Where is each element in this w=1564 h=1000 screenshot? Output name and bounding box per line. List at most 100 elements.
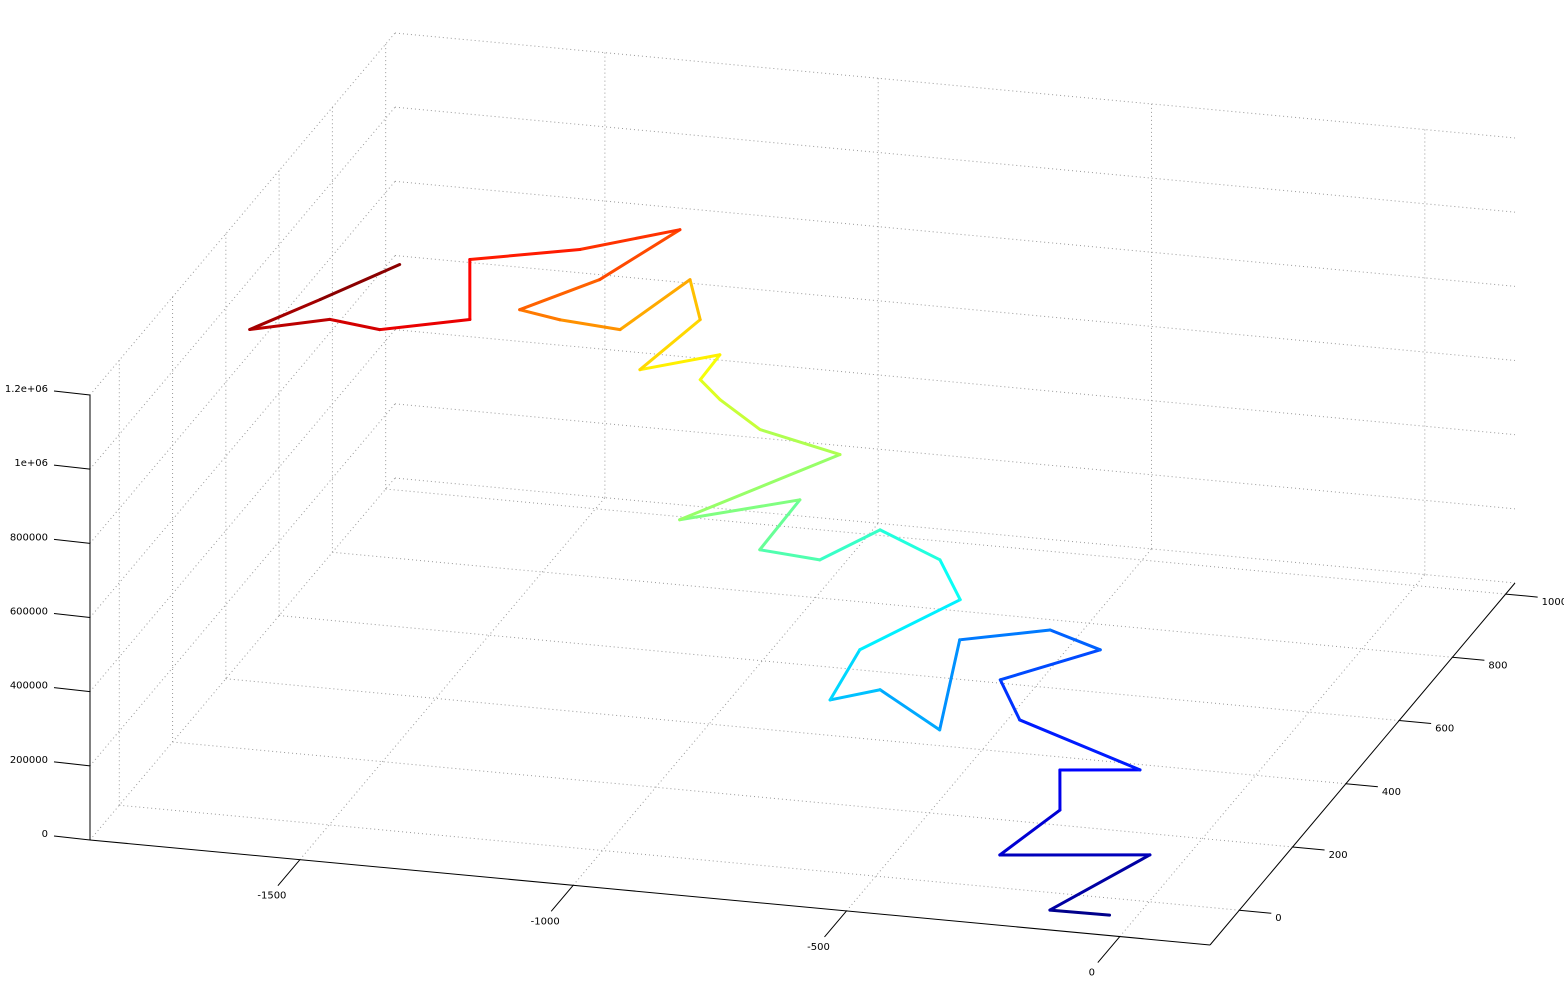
walk-segment xyxy=(638,318,702,372)
walk-segment xyxy=(618,278,692,332)
grid-line xyxy=(279,615,1400,722)
z-tick xyxy=(53,538,91,544)
x-tick xyxy=(277,859,301,887)
walk-segment xyxy=(678,453,842,522)
walk-segment xyxy=(248,317,332,332)
grid-line xyxy=(299,497,606,861)
grid-line xyxy=(89,329,396,692)
grid-line xyxy=(394,106,1516,213)
walk-segment xyxy=(378,317,472,332)
x-tick xyxy=(1097,936,1121,963)
grid-line xyxy=(394,180,1516,287)
walk-segment xyxy=(818,528,882,562)
walk-segment xyxy=(828,688,882,702)
y-axis xyxy=(1209,582,1516,946)
walk-segment xyxy=(1018,718,1142,772)
walk-segment xyxy=(558,318,622,332)
y-tick-label: 200 xyxy=(1329,850,1348,861)
x-tick-label: -1500 xyxy=(257,891,286,902)
walk-segment xyxy=(758,428,842,457)
y-tick-label: 0 xyxy=(1275,913,1281,924)
y-tick xyxy=(1345,783,1378,788)
walk-segment xyxy=(998,808,1062,857)
walk-segment xyxy=(828,648,862,702)
grid-line xyxy=(394,477,1516,584)
z-tick xyxy=(53,390,91,396)
walk-segment xyxy=(998,678,1022,722)
grid-line xyxy=(572,522,879,886)
z-tick-label: 1e+06 xyxy=(14,458,48,469)
walk-segment xyxy=(1048,908,1112,917)
x-tick-label: -500 xyxy=(807,942,830,953)
walk-segment xyxy=(598,228,682,282)
z-tick xyxy=(53,761,91,767)
y-tick-label: 800 xyxy=(1488,660,1507,671)
grid-line xyxy=(394,403,1516,510)
z-tick xyxy=(53,464,91,470)
walk-segment xyxy=(858,598,962,652)
walk-segment xyxy=(638,353,722,372)
walk-segment xyxy=(1048,628,1102,652)
y-tick-label: 400 xyxy=(1382,787,1401,798)
walk-segment xyxy=(688,278,702,322)
walk-segment xyxy=(318,263,402,301)
grid-line xyxy=(225,678,1346,785)
x-tick-label: 0 xyxy=(1089,968,1095,979)
grid-line xyxy=(394,32,1516,139)
y-tick xyxy=(1505,593,1538,598)
grid-line xyxy=(89,477,396,841)
walk-segment xyxy=(1048,853,1152,912)
walk-segment xyxy=(698,378,722,402)
x-tick xyxy=(824,910,847,938)
grid-line xyxy=(89,403,396,767)
grid-line xyxy=(385,488,1506,595)
grid-line xyxy=(1119,574,1426,937)
grid-line xyxy=(394,329,1516,436)
y-tick xyxy=(1292,846,1325,851)
x-tick xyxy=(550,884,574,912)
z-tick-label: 400000 xyxy=(10,681,48,692)
walk-segment xyxy=(328,317,382,332)
walk-segment xyxy=(998,648,1102,682)
z-tick-label: 0 xyxy=(42,829,48,840)
walk-segment xyxy=(698,353,722,382)
walk-segment xyxy=(248,297,322,332)
y-tick xyxy=(1399,720,1432,725)
y-tick-label: 600 xyxy=(1435,724,1454,735)
walk-segment xyxy=(678,498,802,522)
walk-segment xyxy=(958,628,1052,642)
grid-line xyxy=(89,32,396,396)
grid-line xyxy=(172,741,1293,848)
walk-segment xyxy=(758,498,802,552)
grid-line xyxy=(846,548,1152,912)
walk-segment xyxy=(518,278,602,312)
z-tick-label: 600000 xyxy=(10,607,48,618)
z-tick-label: 1.2e+06 xyxy=(5,384,48,395)
x-tick-label: -1000 xyxy=(531,916,560,927)
walk-segment xyxy=(578,228,682,252)
walk-segment xyxy=(518,308,562,322)
walk-segment xyxy=(878,528,942,562)
grid-line xyxy=(394,255,1516,361)
y-tick-label: 1000 xyxy=(1542,597,1564,608)
y-tick xyxy=(1452,656,1485,661)
grid-line xyxy=(119,804,1240,911)
walk-segment xyxy=(718,398,762,432)
x-axis xyxy=(89,839,1211,946)
z-tick-label: 800000 xyxy=(10,532,48,543)
grid-line xyxy=(89,181,396,544)
walk-segment xyxy=(938,638,962,732)
grid-line xyxy=(89,255,396,618)
z-tick xyxy=(53,687,91,693)
grid-line xyxy=(332,551,1453,658)
z-tick xyxy=(53,613,91,618)
walk-segment xyxy=(938,558,962,602)
z-tick-label: 200000 xyxy=(10,755,48,766)
y-tick xyxy=(1239,909,1272,914)
walk-segment xyxy=(758,548,822,562)
walk-segment xyxy=(468,248,582,262)
z-tick xyxy=(53,835,91,841)
walk-segment xyxy=(878,688,942,732)
